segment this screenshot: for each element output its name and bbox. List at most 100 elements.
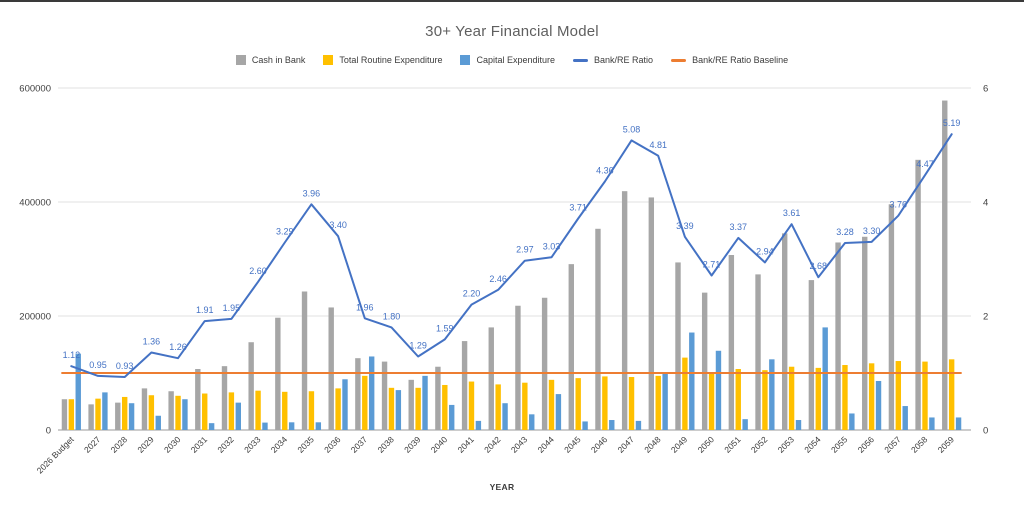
legend-label: Bank/RE Ratio Baseline [692, 55, 789, 65]
bar-capital-expenditure [849, 413, 855, 430]
bar-cash-in-bank [701, 292, 708, 430]
bar-capital-expenditure [662, 373, 668, 430]
bar-cash-in-bank [61, 399, 68, 430]
bar-total-routine-expenditure [121, 396, 128, 430]
bar-capital-expenditure [769, 359, 775, 430]
ratio-value-label: 0.95 [89, 360, 107, 370]
x-axis-tick-label: 2048 [642, 434, 663, 455]
bar-cash-in-bank [435, 366, 441, 430]
ratio-value-label: 4.81 [649, 140, 667, 150]
y-axis-tick-label: 200000 [19, 312, 51, 323]
x-axis-title: YEAR [489, 482, 515, 492]
legend-label: Bank/RE Ratio [594, 55, 654, 65]
bar-cash-in-bank [808, 280, 815, 430]
bar-cash-in-bank [728, 255, 735, 430]
x-axis-tick-label: 2038 [375, 434, 396, 455]
bar-total-routine-expenditure [708, 373, 715, 430]
ratio-value-label: 4.36 [596, 165, 614, 175]
bar-capital-expenditure [75, 353, 81, 430]
legend-item-cash-in-bank[interactable]: Cash in Bank [235, 55, 306, 65]
x-axis-tick-label: 2035 [295, 434, 316, 455]
legend-item-capital-expenditure[interactable]: Capital Expenditure [460, 55, 555, 65]
bar-capital-expenditure [182, 399, 188, 430]
bar-total-routine-expenditure [842, 365, 848, 430]
cash-in-bank-swatch-icon [235, 55, 246, 65]
bar-capital-expenditure [555, 394, 562, 430]
ratio-value-label: 4.47 [916, 159, 934, 169]
bar-cash-in-bank [461, 341, 468, 430]
bar-cash-in-bank [862, 236, 868, 430]
bar-capital-expenditure [449, 404, 455, 430]
ratio-value-label: 3.28 [836, 227, 854, 237]
x-axis-tick-label: 2056 [856, 434, 877, 455]
legend-label: Total Routine Expenditure [339, 55, 443, 65]
ratio-value-label: 1.59 [436, 323, 454, 333]
bar-total-routine-expenditure [868, 363, 875, 430]
ratio-value-label: 2.20 [463, 289, 481, 299]
bar-total-routine-expenditure [255, 390, 261, 430]
bar-capital-expenditure [529, 414, 535, 430]
ratio-value-label: 3.29 [276, 226, 294, 236]
bar-cash-in-bank [195, 369, 201, 430]
bar-capital-expenditure [635, 420, 642, 430]
bar-total-routine-expenditure [308, 391, 315, 430]
bar-capital-expenditure [235, 402, 241, 430]
x-axis-tick-label: 2051 [722, 434, 743, 455]
x-axis-tick-label: 2033 [242, 434, 263, 455]
bar-total-routine-expenditure [388, 387, 395, 430]
ratio-value-label: 2.46 [489, 274, 507, 284]
bar-capital-expenditure [208, 423, 215, 430]
bar-capital-expenditure [422, 375, 428, 430]
bar-cash-in-bank [488, 327, 494, 430]
ratio-value-label: 3.61 [783, 208, 801, 218]
bar-capital-expenditure [128, 403, 135, 430]
ratio-value-label: 3.71 [569, 203, 587, 213]
ratio-value-label: 3.76 [890, 200, 908, 210]
x-axis-tick-label: 2037 [349, 434, 370, 455]
x-axis-tick-label: 2058 [909, 434, 930, 455]
chart-legend: Cash in Bank Total Routine Expenditure C… [0, 55, 1024, 65]
legend-label: Cash in Bank [251, 55, 306, 65]
legend-item-bank-re-ratio[interactable]: Bank/RE Ratio [573, 55, 653, 65]
ratio-value-label: 2.71 [703, 260, 721, 270]
bar-capital-expenditure [582, 421, 588, 430]
bar-cash-in-bank [568, 264, 574, 430]
x-axis-tick-label: 2059 [936, 434, 957, 455]
legend-item-bank-re-ratio-baseline[interactable]: Bank/RE Ratio Baseline [671, 55, 788, 65]
bar-capital-expenditure [102, 392, 108, 430]
bar-cash-in-bank [915, 159, 921, 430]
bar-capital-expenditure [155, 415, 161, 430]
bar-total-routine-expenditure [922, 361, 928, 430]
x-axis-tick-label: 2052 [749, 434, 770, 455]
bar-cash-in-bank [88, 404, 94, 430]
bar-total-routine-expenditure [202, 393, 208, 430]
x-axis-tick-label: 2044 [535, 434, 556, 455]
bar-cash-in-bank [141, 388, 148, 430]
bar-cash-in-bank [408, 379, 414, 430]
bar-cash-in-bank [355, 358, 361, 430]
y2-axis-tick-label: 2 [983, 312, 988, 323]
ratio-value-label: 5.19 [943, 118, 961, 128]
ratio-value-label: 3.30 [863, 226, 881, 236]
ratio-line [70, 133, 953, 378]
ratio-value-label: 2.60 [249, 266, 267, 276]
bar-capital-expenditure [715, 350, 722, 430]
bar-capital-expenditure [689, 332, 695, 430]
bar-total-routine-expenditure [548, 379, 555, 430]
bar-total-routine-expenditure [788, 366, 795, 430]
bar-cash-in-bank [648, 197, 655, 430]
bar-cash-in-bank [515, 305, 521, 430]
x-axis-tick-label: 2039 [402, 434, 423, 455]
x-axis-tick-label: 2055 [829, 434, 850, 455]
bar-total-routine-expenditure [522, 382, 528, 430]
x-axis-tick-label: 2043 [509, 434, 530, 455]
legend-item-total-routine-expenditure[interactable]: Total Routine Expenditure [323, 55, 442, 65]
bar-cash-in-bank [595, 228, 601, 430]
bar-cash-in-bank [541, 297, 548, 430]
bar-total-routine-expenditure [762, 370, 768, 430]
bar-total-routine-expenditure [415, 387, 421, 430]
x-axis-tick-label: 2057 [882, 434, 903, 455]
y2-axis-tick-label: 4 [983, 198, 988, 209]
x-axis-tick-label: 2031 [189, 434, 210, 455]
